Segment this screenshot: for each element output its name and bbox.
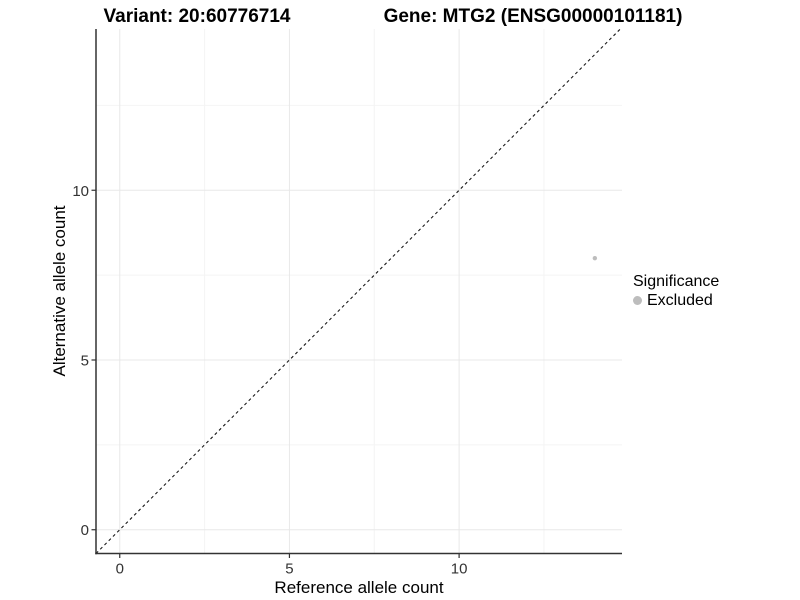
y-tick-label: 0 <box>81 522 89 539</box>
legend-item-excluded: Excluded <box>633 291 719 310</box>
y-axis-title: Alternative allele count <box>49 205 69 377</box>
plot-title-gene: Gene: MTG2 (ENSG00000101181) <box>383 6 683 27</box>
identity-line <box>95 28 621 554</box>
y-tick-label: 10 <box>72 183 89 200</box>
excluded-point-icon <box>633 296 642 306</box>
legend-item-label: Excluded <box>647 291 713 309</box>
legend-title: Significance <box>633 273 720 290</box>
x-tick-label: 0 <box>116 561 124 578</box>
legend: Significance Excluded <box>633 273 719 310</box>
data-point <box>592 255 598 261</box>
x-axis-title: Reference allele count <box>274 578 444 597</box>
x-tick-label: 5 <box>285 561 293 578</box>
x-tick-label: 10 <box>451 561 468 578</box>
y-tick-label: 5 <box>81 352 89 369</box>
plot-title-variant: Variant: 20:60776714 <box>103 6 291 27</box>
